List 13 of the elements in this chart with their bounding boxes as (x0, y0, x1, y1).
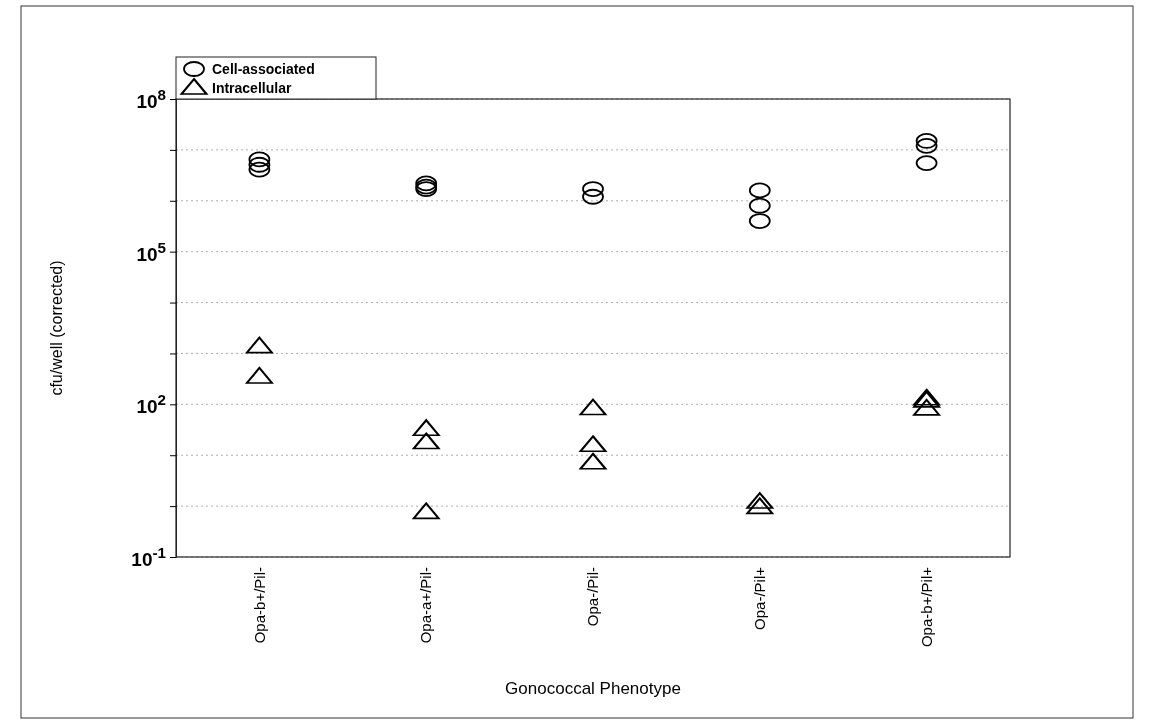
x-tick-label: Opa-b+/Pil+ (917, 566, 935, 648)
x-tick-label: Opa-/Pil+ (751, 566, 769, 630)
x-tick-label: Opa-b+/Pil- (250, 567, 268, 644)
y-axis-title: cfu/well (corrected) (48, 260, 65, 396)
y-tick-label: 10$^{2}$ (136, 390, 166, 418)
y-tick-label: 10$^{5}$ (136, 238, 167, 265)
x-tick-label: Opa-a+/Pil- (417, 567, 435, 644)
x-axis-title: Gonococcal Phenotype (505, 679, 681, 698)
y-tick-label: 10$^{8}$ (136, 85, 166, 113)
x-tick-label: Opa-/Pil- (584, 567, 602, 627)
legend-label: Intracellular (212, 79, 292, 96)
y-tick-label: 10$^{-1}$ (131, 543, 167, 571)
legend-label: Cell-associated (212, 60, 315, 77)
